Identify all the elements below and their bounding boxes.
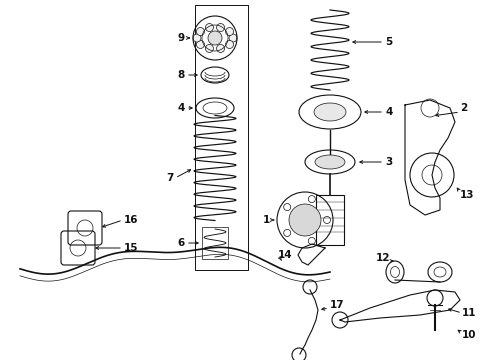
Ellipse shape [314, 103, 346, 121]
Circle shape [205, 45, 214, 53]
Text: 10: 10 [462, 330, 476, 340]
Ellipse shape [315, 155, 345, 169]
Text: 13: 13 [460, 190, 474, 200]
Text: 1: 1 [263, 215, 270, 225]
Text: 2: 2 [460, 103, 467, 113]
Text: 16: 16 [124, 215, 139, 225]
Text: 5: 5 [385, 37, 392, 47]
Circle shape [208, 31, 222, 45]
Text: 4: 4 [178, 103, 185, 113]
Circle shape [225, 27, 234, 36]
Circle shape [196, 40, 204, 49]
Bar [316, 195, 344, 245]
Bar [202, 227, 228, 259]
Circle shape [229, 34, 237, 42]
Circle shape [196, 27, 204, 36]
Text: 12: 12 [375, 253, 390, 263]
Circle shape [289, 204, 321, 236]
Circle shape [217, 23, 224, 32]
Text: 4: 4 [385, 107, 392, 117]
Text: 6: 6 [178, 238, 185, 248]
Circle shape [205, 23, 214, 32]
Text: 15: 15 [124, 243, 139, 253]
Circle shape [217, 45, 224, 53]
Bar [195, 5, 248, 270]
Text: 8: 8 [178, 70, 185, 80]
Text: 17: 17 [330, 300, 344, 310]
Text: 7: 7 [167, 173, 174, 183]
Circle shape [225, 40, 234, 49]
Text: 9: 9 [178, 33, 185, 43]
Text: 3: 3 [385, 157, 392, 167]
Text: 14: 14 [278, 250, 293, 260]
Circle shape [193, 34, 201, 42]
Text: 11: 11 [462, 308, 476, 318]
